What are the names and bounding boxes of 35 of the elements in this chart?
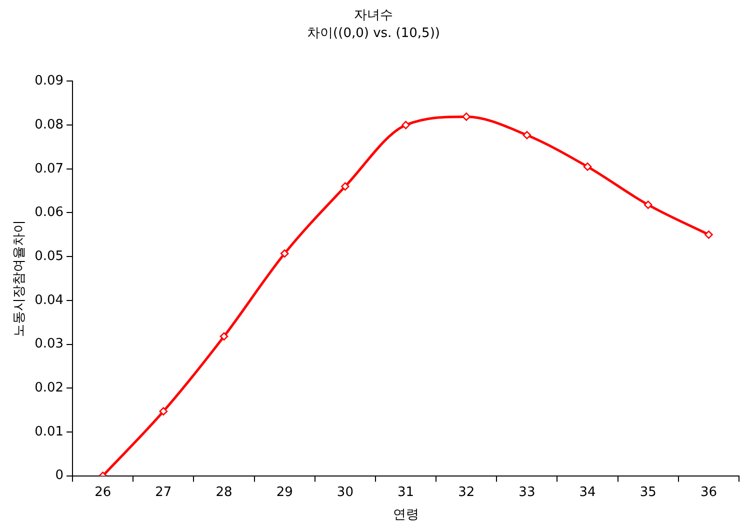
x-tick-label: 28 [216, 484, 232, 500]
x-tick-label: 30 [336, 484, 354, 500]
y-tick-label: 0 [55, 468, 64, 484]
y-tick-label: 0.03 [34, 336, 64, 352]
y-tick-label: 0.07 [34, 161, 64, 176]
y-tick-label: 0.05 [34, 248, 64, 264]
point [583, 162, 592, 171]
x-tick-label: 26 [94, 484, 112, 500]
point [341, 182, 350, 191]
x-tick-label: 34 [579, 484, 596, 500]
x-tick-label: 31 [398, 484, 414, 500]
y-tick-label: 0.06 [34, 205, 64, 220]
chart-subtitle: 차이((0,0) vs. (10,5)) [307, 26, 440, 41]
x-tick-label: 36 [700, 484, 717, 500]
y-tick-label: 0.04 [34, 292, 64, 308]
x-tick-label: 29 [276, 484, 293, 500]
point [159, 407, 168, 416]
y-tick-label: 0.09 [34, 74, 64, 89]
point [402, 120, 410, 130]
chart-title: 자녀수 [354, 8, 393, 24]
point [522, 130, 532, 140]
x-tick-label: 32 [458, 484, 475, 500]
x-tick-label: 27 [155, 484, 172, 500]
x-axis-title: 연령 [392, 508, 419, 523]
point [220, 332, 228, 341]
y-axis-title: 노동시장참여율차이 [12, 220, 28, 337]
point [280, 249, 289, 258]
x-tick-label: 33 [518, 484, 536, 500]
y-tick-label: 0.01 [34, 424, 64, 440]
x-tick-label: 35 [640, 484, 656, 500]
y-tick-label: 0.02 [34, 380, 64, 396]
point [462, 112, 471, 121]
point [704, 230, 713, 239]
y-tick-label: 0.08 [34, 117, 64, 132]
point [644, 200, 652, 209]
